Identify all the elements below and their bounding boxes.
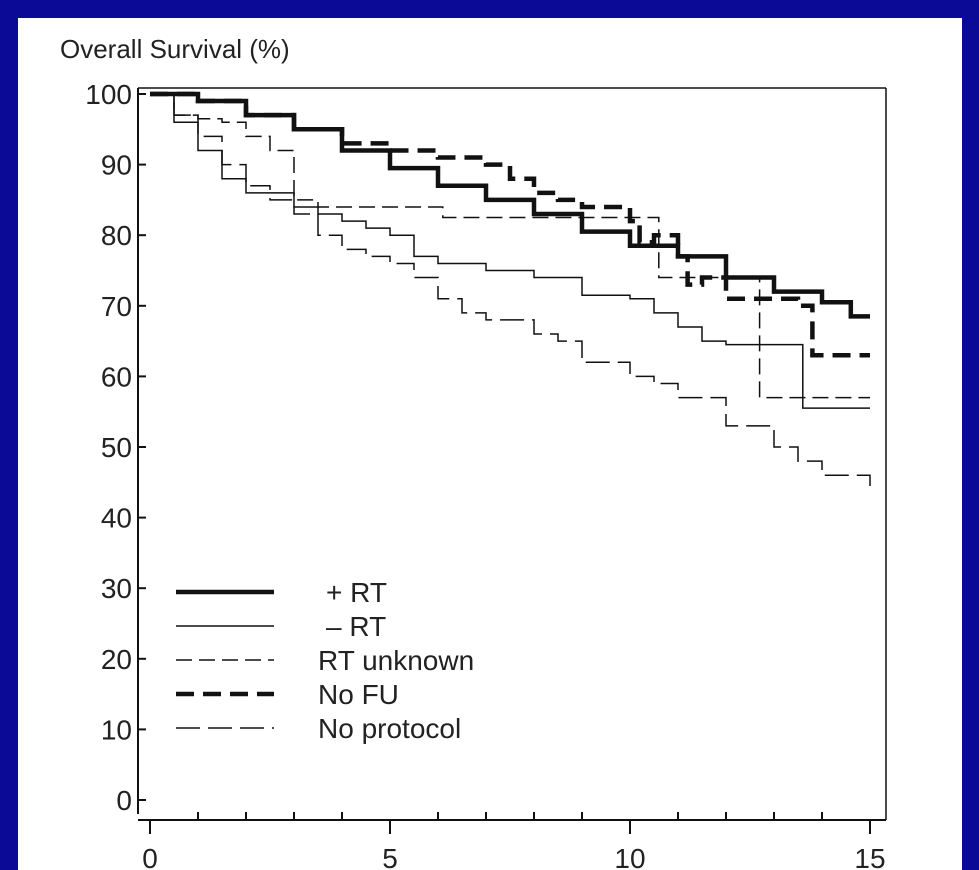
y-tick-label: 10 <box>101 714 132 745</box>
y-tick-label: 30 <box>101 573 132 604</box>
legend-label-3: No FU <box>318 679 399 710</box>
legend-label-0: + RT <box>326 577 387 608</box>
series-line-4 <box>150 93 871 490</box>
legend-label-2: RT unknown <box>318 645 474 676</box>
series-lines <box>150 91 871 490</box>
series-line-3 <box>150 91 870 358</box>
x-tick-label: 0 <box>142 843 158 870</box>
series-line-2 <box>150 93 870 399</box>
y-tick-label: 60 <box>101 361 132 392</box>
x-tick-label: 10 <box>614 843 645 870</box>
y-tick-label: 100 <box>85 79 132 110</box>
y-axis-label: Overall Survival (%) <box>60 34 290 64</box>
chart-panel: Overall Survival (%) 0 10 20 30 40 50 60 70 80 90… <box>18 18 962 870</box>
series-line-1 <box>150 93 870 409</box>
y-tick-label: 80 <box>101 220 132 251</box>
y-tick-label: 50 <box>101 432 132 463</box>
legend-label-4: No protocol <box>318 713 461 744</box>
x-tick-label: 5 <box>382 843 398 870</box>
y-tick-label: 20 <box>101 644 132 675</box>
y-tick-label: 90 <box>101 150 132 181</box>
y-tick-label: 0 <box>116 785 132 816</box>
series-line-0 <box>150 91 870 319</box>
legend-label-1: – RT <box>326 611 386 642</box>
survival-chart: Overall Survival (%) 0102030405060708090… <box>60 34 887 870</box>
x-tick-label: 15 <box>854 843 885 870</box>
y-tick-label: 40 <box>101 503 132 534</box>
axes: 0 10 20 30 40 50 60 70 80 90 100 0 5 10 15 <box>85 79 887 870</box>
y-tick-label: 70 <box>101 291 132 322</box>
